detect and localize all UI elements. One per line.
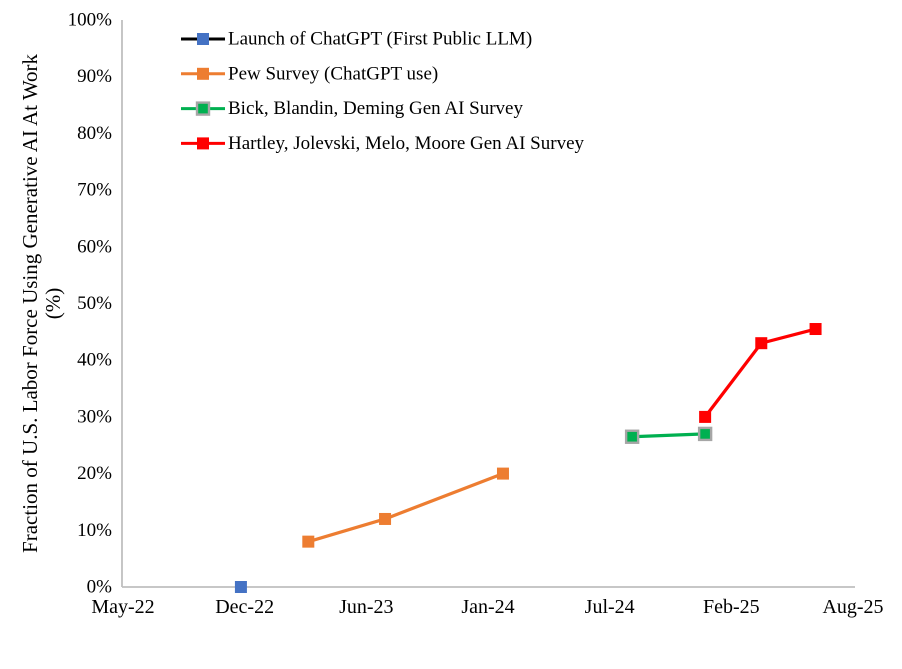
y-tick-label: 10% (77, 520, 112, 541)
legend: Launch of ChatGPT (First Public LLM) Pew … (181, 29, 585, 154)
data-point-marker (809, 323, 822, 336)
legend-marker-icon (195, 101, 211, 116)
legend-marker-icon (197, 137, 209, 150)
data-point-marker (302, 535, 315, 548)
y-tick-label: 100% (68, 10, 113, 31)
series-2 (302, 467, 509, 548)
legend-item-label: Pew Survey (ChatGPT use) (228, 63, 438, 84)
y-tick-label: 80% (77, 123, 112, 144)
y-tick-label: 60% (77, 236, 112, 257)
data-point-marker (496, 467, 509, 480)
x-tick-label: Jan-24 (461, 596, 514, 618)
data-point-marker (624, 429, 640, 444)
y-tick-label: 70% (77, 180, 112, 201)
data-point-marker (755, 337, 768, 350)
series-3 (624, 426, 713, 444)
legend-marker-icon (197, 67, 209, 80)
data-point-marker (699, 410, 712, 423)
series-4 (699, 323, 822, 423)
data-point-marker (234, 581, 247, 593)
data-point-marker (379, 512, 392, 525)
x-tick-label: Jul-24 (585, 596, 635, 618)
x-tick-label: Aug-25 (822, 596, 883, 618)
y-axis-title-units: (%) (41, 288, 65, 319)
y-tick-label: 30% (77, 406, 112, 427)
series-line (307, 472, 504, 544)
y-axis-title: Fraction of U.S. Labor Force Using Gener… (18, 54, 42, 553)
series-1 (234, 581, 247, 593)
y-tick-label: 40% (77, 350, 112, 371)
legend-item-label: Hartley, Jolevski, Melo, Moore Gen AI Su… (228, 133, 585, 154)
y-tick-label: 90% (77, 66, 112, 87)
x-tick-label: Jun-23 (339, 596, 393, 618)
legend-item: Bick, Blandin, Deming Gen AI Survey (181, 98, 523, 119)
legend-item-label: Launch of ChatGPT (First Public LLM) (228, 29, 532, 50)
x-tick-label: Feb-25 (703, 596, 760, 618)
series-line (632, 432, 706, 439)
legend-marker-icon (197, 33, 209, 45)
y-tick-label: 20% (77, 463, 112, 484)
legend-item-label: Bick, Blandin, Deming Gen AI Survey (228, 98, 523, 119)
data-point-marker (697, 426, 713, 442)
x-tick-label: May-22 (91, 596, 154, 618)
legend-item: Hartley, Jolevski, Melo, Moore Gen AI Su… (181, 133, 585, 154)
y-tick-label: 0% (87, 577, 113, 598)
y-tick-label: 50% (77, 293, 112, 314)
x-tick-label: Dec-22 (215, 596, 274, 618)
legend-item: Pew Survey (ChatGPT use) (181, 63, 438, 84)
legend-item: Launch of ChatGPT (First Public LLM) (181, 29, 532, 50)
